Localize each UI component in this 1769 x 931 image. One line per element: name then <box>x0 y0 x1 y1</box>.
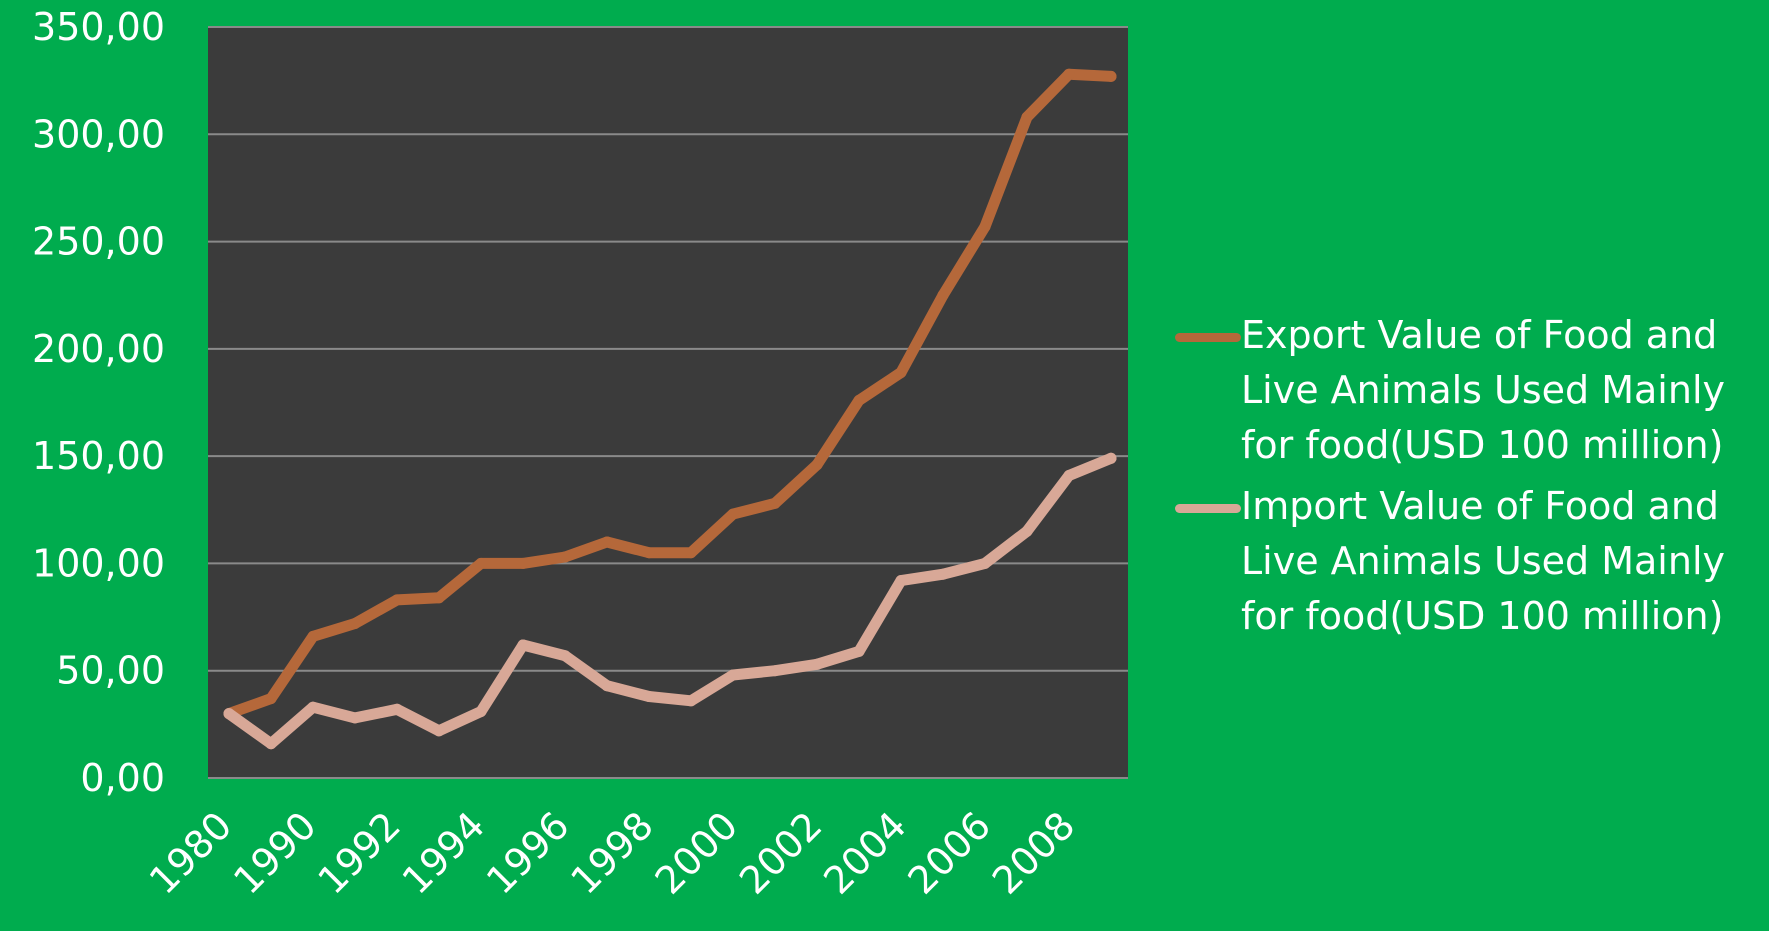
x-tick-label: 2006 <box>900 803 1000 903</box>
plot-area <box>208 27 1128 778</box>
y-tick-label: 0,00 <box>80 756 165 800</box>
x-tick-label: 2002 <box>731 803 831 903</box>
x-tick-label: 1998 <box>562 803 662 903</box>
data-point-export <box>895 367 907 378</box>
data-point-export <box>433 592 445 604</box>
data-point-import <box>895 575 907 587</box>
legend-swatch-export <box>1175 333 1241 342</box>
data-point-export <box>1021 111 1033 123</box>
legend-swatch-import <box>1175 504 1241 513</box>
data-point-export <box>1105 70 1117 82</box>
legend-item-export: Export Value of Food and Live Animals Us… <box>1175 308 1765 473</box>
data-point-import <box>1021 525 1033 537</box>
x-tick-label: 1980 <box>141 803 241 903</box>
y-tick-label: 50,00 <box>56 649 165 693</box>
data-point-import <box>391 703 403 715</box>
x-tick-label: 1992 <box>309 803 409 903</box>
data-point-export <box>601 536 613 548</box>
data-point-import <box>1105 452 1117 464</box>
data-point-import <box>1063 470 1075 481</box>
y-tick-label: 250,00 <box>32 220 165 264</box>
x-tick-label: 1990 <box>225 803 325 903</box>
data-point-import <box>643 691 655 702</box>
data-point-import <box>685 695 697 707</box>
legend-label-import: Import Value of Food and Live Animals Us… <box>1241 484 1725 638</box>
data-point-import <box>223 708 235 720</box>
chart-legend: Export Value of Food and Live Animals Us… <box>1175 308 1765 650</box>
data-point-import <box>979 557 991 569</box>
data-point-export <box>475 557 487 569</box>
data-point-import <box>433 725 445 737</box>
y-tick-label: 150,00 <box>32 434 165 478</box>
series-line-import <box>223 452 1117 750</box>
data-point-import <box>475 706 487 717</box>
legend-item-import: Import Value of Food and Live Animals Us… <box>1175 479 1765 644</box>
data-point-export <box>643 547 655 559</box>
data-point-export <box>769 497 781 509</box>
y-tick-label: 350,00 <box>32 5 165 49</box>
x-tick-label: 2000 <box>647 803 747 903</box>
y-tick-label: 300,00 <box>32 112 165 156</box>
data-point-import <box>349 712 361 724</box>
series-line-export <box>223 68 1117 720</box>
data-point-import <box>811 658 823 670</box>
data-point-export <box>811 459 823 471</box>
data-point-export <box>685 547 697 559</box>
data-point-export <box>517 557 529 569</box>
data-point-import <box>727 669 739 681</box>
data-point-export <box>727 508 739 520</box>
y-tick-label: 100,00 <box>32 541 165 585</box>
data-point-export <box>979 221 991 233</box>
data-point-import <box>937 568 949 580</box>
data-point-export <box>559 551 571 563</box>
x-tick-label: 1996 <box>478 803 578 903</box>
data-point-export <box>307 630 319 642</box>
x-tick-label: 2008 <box>984 803 1084 903</box>
data-point-import <box>265 738 277 750</box>
legend-label-export: Export Value of Food and Live Animals Us… <box>1241 313 1725 467</box>
data-point-export <box>349 618 361 629</box>
data-point-export <box>391 594 403 606</box>
data-point-import <box>559 650 571 662</box>
data-point-export <box>265 693 277 705</box>
data-point-import <box>853 645 865 657</box>
data-point-import <box>307 701 319 713</box>
x-tick-label: 2004 <box>815 803 915 903</box>
x-tick-label: 1994 <box>394 803 494 903</box>
data-point-import <box>601 680 613 692</box>
data-point-import <box>517 639 529 651</box>
y-tick-label: 200,00 <box>32 327 165 371</box>
data-point-import <box>769 665 781 677</box>
data-point-export <box>937 289 949 301</box>
data-point-export <box>853 394 865 406</box>
data-point-export <box>1063 68 1075 80</box>
